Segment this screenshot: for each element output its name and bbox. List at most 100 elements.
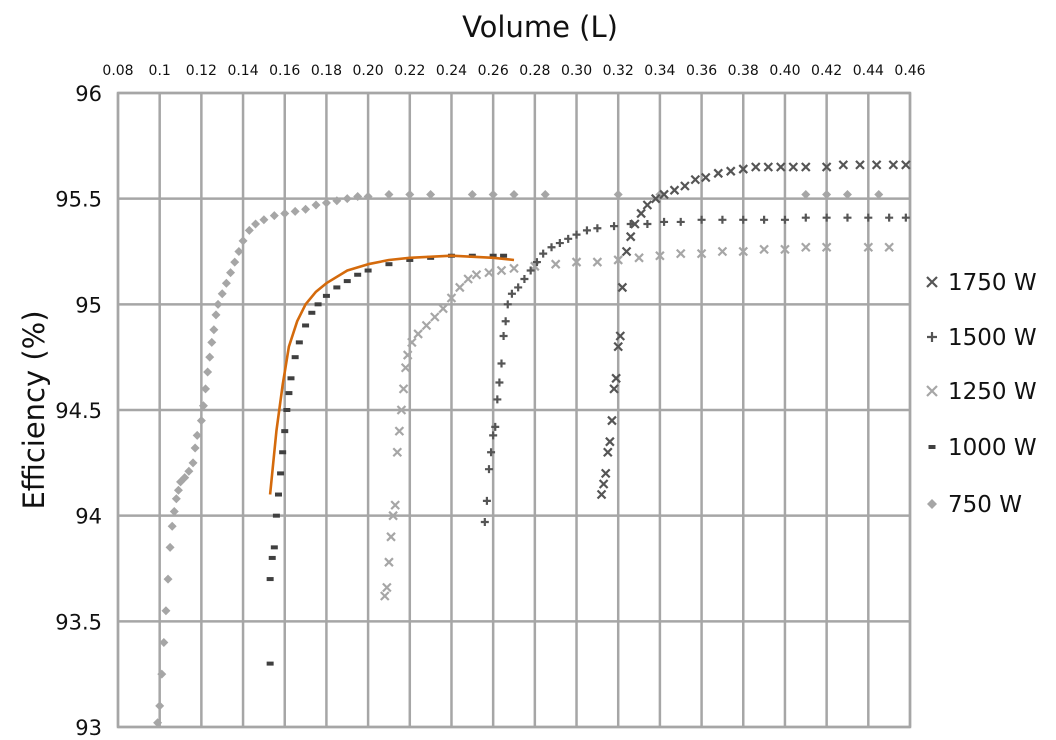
data-point (625, 231, 636, 242)
data-point (605, 436, 615, 447)
data-point (564, 234, 573, 243)
data-point (277, 471, 285, 476)
data-point (333, 285, 341, 290)
data-point (484, 267, 494, 278)
data-point (507, 289, 516, 298)
data-point (888, 160, 899, 170)
data-point (713, 168, 724, 179)
data-point (643, 220, 652, 229)
data-point (169, 506, 179, 516)
data-point (438, 303, 448, 314)
x-axis-title: Volume (L) (462, 10, 618, 44)
data-point (613, 255, 623, 265)
data-point (501, 317, 510, 326)
data-point (499, 332, 508, 341)
data-point (582, 226, 591, 235)
data-point (843, 213, 852, 222)
data-point (497, 359, 506, 368)
data-point (520, 274, 529, 283)
data-point (283, 408, 291, 412)
data-point (342, 194, 352, 204)
data-point (842, 189, 852, 199)
data-point (201, 384, 211, 394)
data-point (717, 246, 728, 257)
y-tick-label: 96 (75, 82, 102, 106)
data-point (489, 431, 498, 440)
data-point (388, 510, 398, 521)
x-tick-label: 0.18 (311, 63, 342, 79)
data-point (384, 189, 394, 199)
data-point (495, 378, 504, 387)
data-point (467, 189, 477, 199)
data-point (272, 513, 280, 518)
data-point (192, 430, 202, 440)
data-point (203, 367, 213, 377)
data-point (308, 310, 316, 315)
data-point (696, 248, 707, 259)
data-point (603, 447, 613, 458)
series-1750-w (596, 160, 911, 500)
legend-item: 1000 W (928, 435, 1037, 461)
data-point (211, 310, 221, 320)
data-point (555, 239, 564, 248)
data-point (280, 208, 290, 218)
data-point (763, 162, 774, 172)
data-point (217, 289, 227, 299)
data-point (266, 661, 274, 666)
data-point (165, 542, 175, 552)
data-point (660, 217, 669, 226)
data-point (700, 172, 711, 183)
x-tick-label: 0.28 (519, 63, 550, 79)
legend-item: 1750 W (926, 270, 1037, 296)
data-point (503, 300, 512, 309)
data-point (550, 259, 561, 269)
data-point (274, 492, 282, 497)
data-point (659, 189, 669, 200)
data-point (927, 332, 937, 342)
data-point (822, 189, 832, 199)
data-point (188, 458, 198, 468)
legend-label: 1750 W (948, 270, 1037, 296)
data-point (801, 162, 811, 172)
data-point (801, 189, 811, 199)
data-point (380, 591, 390, 601)
data-point (184, 466, 194, 476)
data-point (400, 362, 411, 373)
x-tick-label: 0.26 (478, 63, 509, 79)
x-tick-label: 0.36 (686, 63, 717, 79)
data-point (801, 213, 810, 222)
data-point (864, 213, 873, 222)
series-1000-w (266, 253, 508, 666)
data-point (493, 395, 502, 404)
x-tick-label: 0.16 (269, 63, 300, 79)
data-point (196, 416, 206, 426)
data-point (363, 192, 373, 202)
data-point (630, 219, 640, 229)
data-point (901, 213, 910, 222)
data-point (780, 215, 789, 224)
data-point (198, 401, 208, 411)
data-point (801, 242, 811, 253)
data-point (295, 340, 303, 345)
data-point (157, 669, 167, 679)
data-point (500, 253, 508, 258)
data-point (190, 443, 200, 453)
data-point (153, 718, 163, 728)
data-point (353, 192, 363, 202)
data-point (398, 384, 409, 394)
data-point (926, 276, 938, 288)
data-point (609, 384, 619, 394)
data-point (885, 213, 894, 222)
data-point (526, 266, 535, 275)
data-point (259, 215, 269, 225)
legend: 1750 W 1500 W 1250 W 1000 W 750 W (926, 270, 1037, 518)
legend-label: 1000 W (948, 435, 1037, 461)
legend-label: 1500 W (948, 325, 1037, 351)
data-point (593, 224, 602, 233)
data-point (230, 257, 240, 267)
data-point (697, 215, 706, 224)
data-point (613, 189, 623, 199)
data-point (302, 323, 310, 328)
data-point (725, 166, 736, 176)
data-point (926, 385, 938, 397)
